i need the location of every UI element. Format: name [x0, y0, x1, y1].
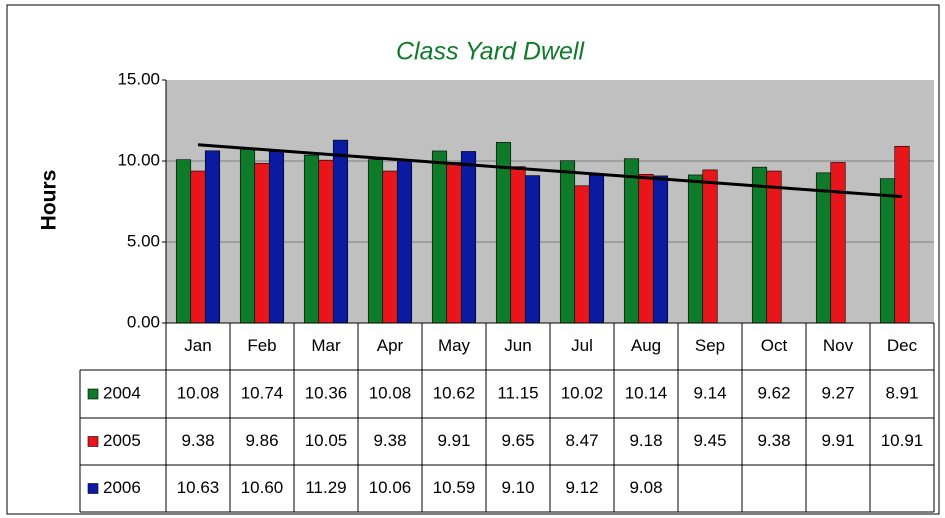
bar: [524, 175, 541, 324]
table-value: 9.62: [757, 383, 790, 402]
bar: [652, 175, 669, 324]
bar: [446, 162, 462, 324]
bar: [204, 150, 221, 324]
table-value: 9.45: [693, 431, 726, 450]
table-value: 9.27: [821, 383, 854, 402]
table-value: 11.29: [305, 478, 346, 497]
table-value: 9.65: [501, 431, 534, 450]
table-value: 9.38: [757, 431, 790, 450]
legend-swatch: [87, 483, 99, 494]
table-value: 10.02: [561, 383, 604, 402]
x-tick-label: Aug: [631, 336, 661, 355]
table-value: 8.47: [565, 431, 598, 450]
x-tick-label: Jun: [504, 336, 531, 355]
table-value: 10.08: [369, 383, 412, 402]
bar: [190, 170, 206, 324]
table-value: 10.63: [177, 478, 220, 497]
x-tick-label: Mar: [311, 336, 341, 355]
y-tick-label: 15.00: [117, 69, 160, 88]
bar: [268, 150, 285, 324]
bar: [751, 166, 768, 324]
bar: [495, 142, 512, 324]
bar: [431, 150, 448, 324]
bar: [574, 185, 590, 324]
x-tick-label: Feb: [247, 336, 276, 355]
bar: [367, 159, 384, 324]
x-tick-label: Jul: [571, 336, 593, 355]
bar: [702, 169, 718, 324]
table-value: 9.14: [693, 383, 726, 402]
x-tick-label: Dec: [887, 336, 918, 355]
table-value: 9.86: [245, 431, 278, 450]
x-tick-label: Apr: [377, 336, 404, 355]
table-value: 9.91: [821, 431, 854, 450]
legend-label: 2005: [103, 431, 141, 450]
x-tick-label: Nov: [823, 336, 854, 355]
bar: [382, 170, 398, 324]
table-value: 10.05: [305, 431, 348, 450]
x-tick-label: May: [438, 336, 471, 355]
table-value: 9.10: [501, 478, 534, 497]
legend-swatch: [87, 388, 99, 400]
table-value: 10.06: [369, 478, 412, 497]
table-value: 9.38: [181, 431, 214, 450]
bar: [254, 162, 270, 324]
y-tick-label: 10.00: [117, 150, 160, 169]
bar: [687, 174, 704, 324]
table-value: 10.62: [433, 383, 476, 402]
table-value: 10.08: [177, 383, 220, 402]
bar: [638, 173, 654, 324]
bar: [830, 162, 846, 324]
table-value: 10.74: [241, 383, 284, 402]
legend-label: 2006: [103, 478, 141, 497]
bar: [460, 151, 477, 324]
bar: [815, 172, 832, 324]
table-value: 10.14: [625, 383, 668, 402]
y-tick-label: 0.00: [127, 312, 160, 331]
y-axis-label: Hours: [38, 170, 61, 231]
x-tick-label: Jan: [184, 336, 211, 355]
table-value: 9.08: [629, 478, 662, 497]
x-tick-label: Oct: [761, 336, 788, 355]
table-value: 9.38: [373, 431, 406, 450]
bar: [318, 159, 334, 324]
bar: [879, 178, 896, 324]
bar: [559, 160, 576, 324]
x-tick-label: Sep: [695, 336, 725, 355]
table-value: 9.91: [437, 431, 470, 450]
table-value: 9.12: [565, 478, 598, 497]
bar: [175, 159, 192, 324]
table-value: 10.59: [433, 478, 476, 497]
table-value: 9.18: [629, 431, 662, 450]
table-value: 10.60: [241, 478, 284, 497]
bar: [510, 166, 526, 324]
bar: [396, 159, 413, 324]
y-tick-label: 5.00: [127, 231, 160, 250]
table-value: 8.91: [885, 383, 918, 402]
trendline: [197, 143, 903, 199]
bar: [303, 154, 320, 324]
bar: [894, 145, 910, 324]
plot-area: [166, 80, 934, 323]
legend-label: 2004: [103, 383, 141, 402]
legend-swatch: [87, 436, 99, 447]
chart-title: Class Yard Dwell: [396, 38, 585, 66]
bar: [766, 170, 782, 324]
bar: [623, 158, 640, 324]
bar: [588, 174, 605, 324]
table-value: 10.91: [881, 431, 924, 450]
bar: [332, 139, 349, 324]
table-value: 10.36: [305, 383, 348, 402]
bar: [239, 148, 256, 324]
table-value: 11.15: [497, 383, 538, 402]
